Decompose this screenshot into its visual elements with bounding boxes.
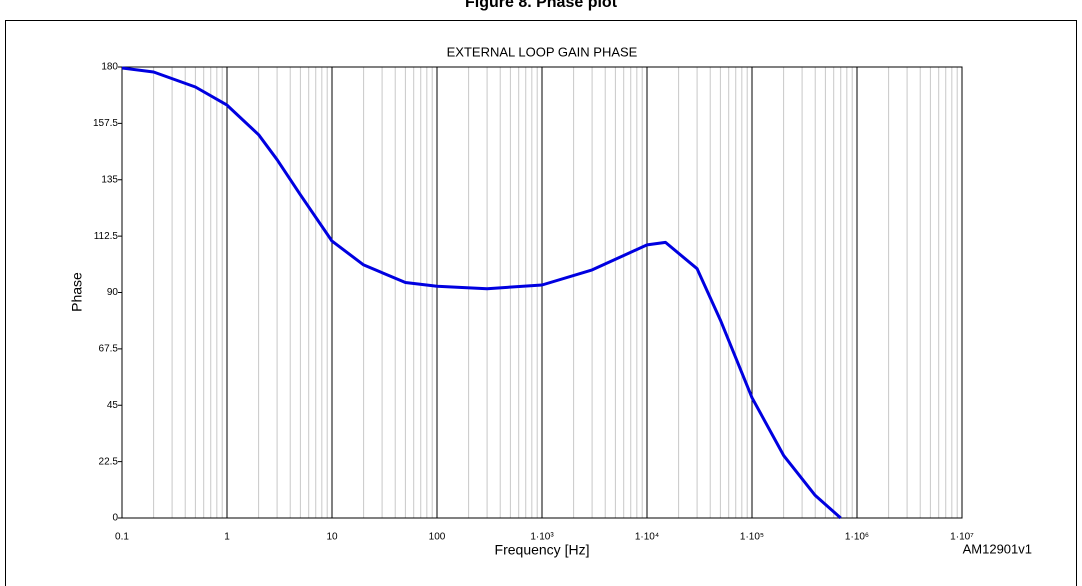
y-tick-label: 112.5 (94, 231, 119, 242)
figure-title: Figure 8. Phase plot (465, 0, 618, 11)
x-tick-label: 1·10⁴ (635, 532, 659, 543)
annotation: AM12901v1 (963, 541, 1032, 556)
x-axis-label: Frequency [Hz] (495, 542, 590, 558)
x-tick-label: 1·10³ (530, 532, 554, 543)
y-tick-label: 180 (101, 62, 118, 73)
x-tick-label: 0.1 (115, 532, 129, 543)
x-tick-label: 1 (224, 532, 230, 543)
x-tick-label: 1·10⁶ (845, 532, 869, 543)
y-tick-label: 157.5 (93, 118, 118, 129)
x-tick-label: 1·10⁵ (740, 532, 764, 543)
x-tick-label: 10 (326, 532, 338, 543)
y-tick-label: 135 (101, 174, 118, 185)
y-tick-label: 67.5 (99, 344, 119, 355)
y-tick-label: 0 (112, 513, 118, 524)
x-tick-label: 1·10⁷ (950, 532, 974, 543)
y-axis-label: Phase (69, 272, 85, 312)
x-tick-label: 100 (429, 532, 446, 543)
chart-title: EXTERNAL LOOP GAIN PHASE (447, 44, 638, 59)
y-tick-label: 45 (107, 400, 119, 411)
line-series (121, 66, 842, 520)
frame (5, 20, 1077, 586)
y-tick-label: 22.5 (99, 456, 119, 467)
y-tick-label: 90 (107, 287, 119, 298)
